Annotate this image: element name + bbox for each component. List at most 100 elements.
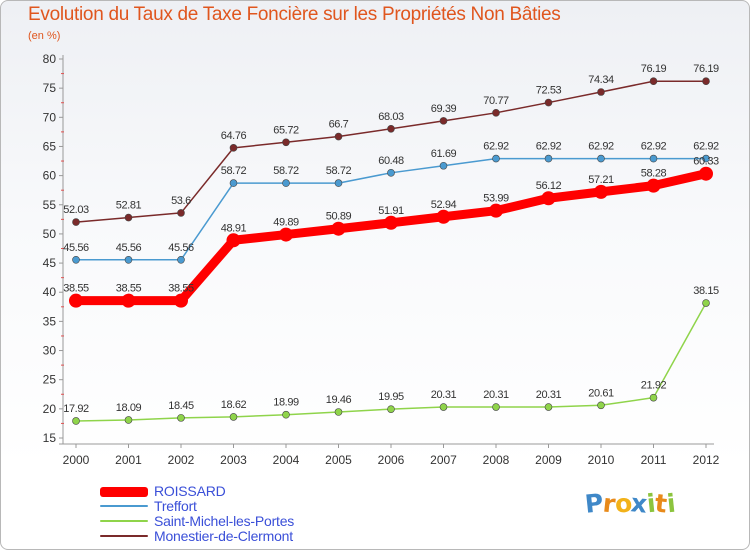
data-label: 52.94 <box>431 199 457 211</box>
data-point <box>489 203 503 218</box>
y-tick-label: 40 <box>43 285 57 299</box>
data-point <box>702 154 710 163</box>
data-point <box>124 416 133 424</box>
data-label: 62.92 <box>483 141 509 153</box>
data-point <box>282 410 290 419</box>
y-tick-label: 60 <box>43 169 57 183</box>
data-label: 62.92 <box>536 141 562 153</box>
y-tick-label: 80 <box>43 52 57 66</box>
data-point <box>384 215 398 230</box>
data-label: 61.69 <box>431 148 457 160</box>
data-label: 66.7 <box>329 119 349 131</box>
data-label: 52.81 <box>116 200 142 212</box>
data-point <box>282 179 290 187</box>
data-label: 56.12 <box>536 180 562 192</box>
data-label: 53.99 <box>483 193 509 205</box>
data-label: 57.21 <box>588 174 614 186</box>
data-point <box>699 166 713 181</box>
data-point <box>69 293 83 308</box>
data-label: 58.72 <box>221 165 247 177</box>
data-point <box>121 293 136 308</box>
proxiti-logo: Proxiti <box>584 488 677 519</box>
data-point <box>334 408 343 416</box>
data-point <box>229 144 238 152</box>
data-label: 18.09 <box>116 402 142 414</box>
data-label: 70.77 <box>483 95 509 107</box>
chart-subtitle: (en %) <box>28 30 61 42</box>
data-label: 20.31 <box>431 389 457 401</box>
data-label: 45.56 <box>168 242 194 254</box>
data-point <box>436 209 451 224</box>
y-tick-label: 20 <box>43 402 57 416</box>
data-label: 58.72 <box>273 165 299 177</box>
data-point <box>387 169 395 177</box>
data-label: 19.46 <box>326 394 352 406</box>
legend-swatch <box>100 505 148 507</box>
data-label: 60.33 <box>693 156 719 168</box>
data-label: 52.03 <box>63 204 89 216</box>
data-label: 74.34 <box>588 74 614 86</box>
y-tick-label: 25 <box>43 373 57 387</box>
data-point <box>229 413 238 421</box>
x-tick-label: 2000 <box>63 453 90 467</box>
data-point <box>334 132 343 141</box>
data-label: 60.48 <box>378 155 404 167</box>
data-label: 20.31 <box>536 389 562 401</box>
legend-swatch <box>100 520 148 522</box>
data-point <box>387 124 395 133</box>
data-point <box>72 256 80 264</box>
x-tick-label: 2004 <box>273 453 300 467</box>
data-point <box>649 77 658 86</box>
data-point <box>541 191 556 206</box>
data-label: 72.53 <box>536 85 562 97</box>
data-point <box>177 256 185 264</box>
x-tick-label: 2010 <box>588 453 615 467</box>
legend-swatch <box>100 487 148 497</box>
data-label: 49.89 <box>273 217 299 229</box>
x-tick-label: 2007 <box>430 453 457 467</box>
data-point <box>646 178 661 193</box>
legend-label: Saint-Michel-les-Portes <box>154 513 295 529</box>
x-tick-label: 2001 <box>115 453 142 467</box>
y-tick-label: 15 <box>43 431 57 445</box>
data-label: 62.92 <box>641 141 667 153</box>
legend-label: Treffort <box>154 498 197 514</box>
data-point <box>229 179 238 187</box>
data-label: 64.76 <box>221 130 247 142</box>
data-point <box>702 77 710 86</box>
data-label: 76.19 <box>641 63 667 75</box>
data-label: 17.92 <box>63 403 89 415</box>
data-label: 69.39 <box>431 103 457 115</box>
data-point <box>124 256 133 264</box>
y-tick-label: 65 <box>43 139 57 153</box>
x-tick-label: 2005 <box>325 453 352 467</box>
y-tick-label: 70 <box>43 110 57 124</box>
data-point <box>177 209 185 217</box>
data-point <box>597 154 605 163</box>
data-point <box>177 414 185 422</box>
data-label: 19.95 <box>378 391 404 403</box>
legend-label: ROISSARD <box>154 483 226 499</box>
data-label: 58.28 <box>641 168 667 180</box>
data-point <box>331 221 346 236</box>
data-point <box>492 109 500 117</box>
data-label: 20.61 <box>588 387 614 399</box>
data-label: 50.89 <box>326 211 352 223</box>
data-point <box>544 98 553 107</box>
data-label: 38.55 <box>63 283 89 295</box>
data-label: 20.31 <box>483 389 509 401</box>
data-label: 62.92 <box>693 141 719 153</box>
data-point <box>439 161 448 170</box>
data-point <box>594 184 608 199</box>
legend-swatch <box>100 535 148 537</box>
x-tick-label: 2012 <box>693 453 720 467</box>
data-point <box>597 88 605 96</box>
data-point <box>492 154 500 163</box>
data-point <box>702 299 710 307</box>
data-label: 38.55 <box>116 283 142 295</box>
y-tick-label: 30 <box>43 344 57 358</box>
data-label: 21.92 <box>641 380 667 392</box>
data-label: 65.72 <box>273 124 299 136</box>
logo-letter: i <box>665 488 677 519</box>
